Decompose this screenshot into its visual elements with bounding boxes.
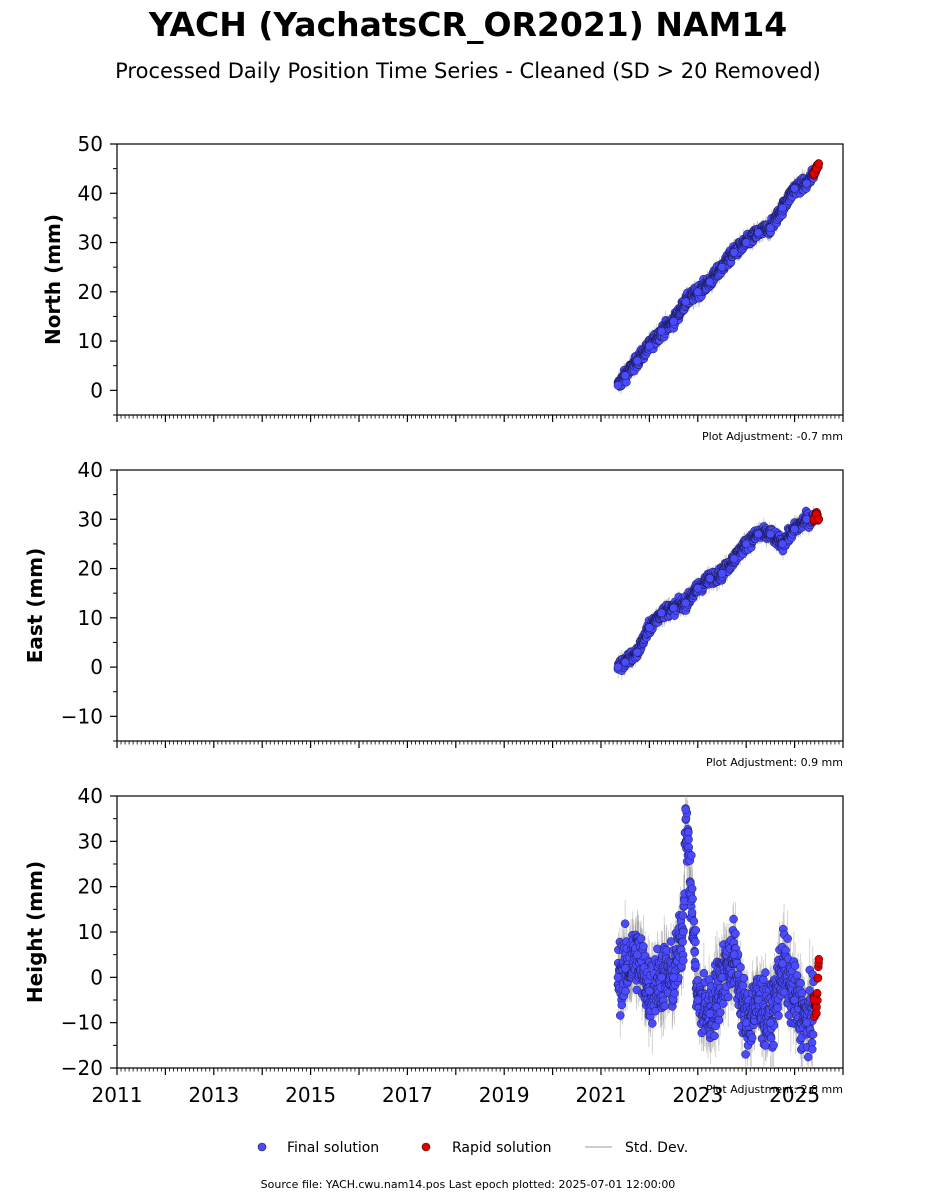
final-point bbox=[633, 648, 642, 657]
ylabel-east: East (mm) bbox=[23, 548, 47, 664]
adjustment-east: Plot Adjustment: 0.9 mm bbox=[706, 756, 843, 769]
rapid-point bbox=[814, 515, 824, 524]
ytick-label-height: 30 bbox=[78, 829, 103, 853]
final-point bbox=[657, 326, 666, 336]
final-point bbox=[741, 539, 751, 549]
panel-east-frame bbox=[116, 469, 844, 742]
xtick-label: 2019 bbox=[479, 1083, 530, 1107]
ytick-label-east: 10 bbox=[78, 606, 103, 630]
final-points-east bbox=[613, 506, 819, 675]
final-point bbox=[657, 608, 666, 618]
ytick-label-height: −20 bbox=[61, 1056, 103, 1080]
final-point bbox=[754, 529, 763, 539]
final-point bbox=[693, 584, 703, 593]
final-point bbox=[620, 371, 630, 380]
final-point bbox=[645, 623, 654, 632]
ylabel-north: North (mm) bbox=[41, 214, 65, 345]
ytick-label-height: 20 bbox=[78, 875, 103, 899]
final-point bbox=[741, 238, 751, 247]
final-point bbox=[613, 662, 623, 672]
ytick-label-height: 40 bbox=[78, 784, 103, 808]
ytick-label-east: 30 bbox=[78, 507, 103, 531]
panel-north: 0 10 20 30 40 50 North (mm) Plot Adjustment: -0… bbox=[41, 132, 844, 443]
ytick-label-height: −10 bbox=[61, 1011, 103, 1035]
final-point bbox=[778, 203, 787, 213]
xtick-label: 2021 bbox=[576, 1083, 627, 1107]
final-point bbox=[669, 603, 678, 613]
adjustment-height: Plot Adjustment: 2.8 mm bbox=[706, 1083, 843, 1096]
final-point bbox=[613, 381, 623, 390]
ytick-label-height: 10 bbox=[78, 920, 103, 944]
final-point bbox=[754, 228, 763, 237]
final-point bbox=[790, 524, 799, 534]
final-point bbox=[669, 317, 678, 326]
ytick-label-north: 10 bbox=[78, 329, 103, 353]
xtick-label: 2015 bbox=[285, 1083, 336, 1107]
ytick-label-north: 0 bbox=[90, 378, 103, 402]
ytick-label-east: 20 bbox=[78, 557, 103, 581]
ytick-label-north: 50 bbox=[78, 132, 103, 156]
final-point bbox=[717, 262, 727, 272]
adjustment-north: Plot Adjustment: -0.7 mm bbox=[702, 430, 843, 443]
xtick-label: 2013 bbox=[188, 1083, 239, 1107]
final-point bbox=[681, 297, 690, 306]
chart-subtitle: Processed Daily Position Time Series - C… bbox=[115, 59, 821, 83]
xtick-label: 2017 bbox=[382, 1083, 433, 1107]
final-point bbox=[766, 529, 775, 539]
final-point bbox=[620, 657, 630, 667]
final-point bbox=[705, 277, 715, 287]
final-point bbox=[729, 554, 739, 563]
rapid-point bbox=[814, 159, 824, 168]
rapid-points-north bbox=[809, 159, 824, 180]
final-point bbox=[802, 179, 811, 188]
final-point bbox=[802, 515, 811, 524]
final-point bbox=[778, 539, 787, 549]
final-point bbox=[705, 574, 715, 583]
ytick-label-north: 20 bbox=[78, 280, 103, 304]
chart-title: YACH (YachatsCR_OR2021) NAM14 bbox=[148, 5, 788, 44]
ytick-label-east: 0 bbox=[90, 655, 103, 679]
ytick-label-north: 30 bbox=[78, 231, 103, 255]
panel-east: −10 0 10 20 30 40 East (mm) Plot Adjustment: 0.… bbox=[23, 458, 844, 769]
xtick-label: 2011 bbox=[92, 1083, 143, 1107]
final-point bbox=[681, 598, 690, 608]
final-point bbox=[693, 287, 703, 297]
panel-north-frame bbox=[116, 143, 844, 416]
panels: 0 10 20 30 40 50 North (mm) Plot Adjustment: -0… bbox=[23, 132, 844, 1107]
final-point bbox=[717, 569, 727, 578]
ytick-label-height: 0 bbox=[90, 965, 103, 989]
ytick-label-north: 40 bbox=[78, 181, 103, 205]
final-point bbox=[729, 248, 739, 257]
final-point bbox=[633, 356, 642, 366]
ylabel-height: Height (mm) bbox=[23, 861, 47, 1003]
final-point bbox=[790, 184, 799, 193]
final-point bbox=[645, 341, 654, 351]
final-points-north bbox=[613, 165, 819, 391]
ytick-label-east: 40 bbox=[78, 458, 103, 482]
final-point bbox=[766, 223, 775, 233]
ytick-label-east: −10 bbox=[61, 704, 103, 728]
